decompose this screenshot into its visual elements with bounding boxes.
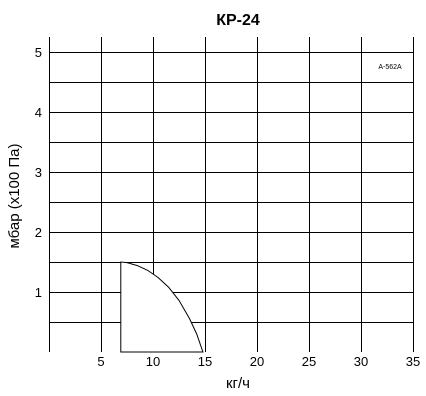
chart-title: КР-24: [216, 12, 260, 29]
grid: [49, 37, 414, 352]
x-tick-labels: 5 10 15 20 25 30 35: [97, 354, 420, 369]
x-axis-label: кг/ч: [226, 375, 250, 392]
chart-code-annotation: A-562A: [378, 64, 402, 71]
x-tick-label: 25: [302, 354, 316, 369]
x-tick-label: 20: [250, 354, 264, 369]
y-tick-label: 5: [35, 45, 42, 60]
y-tick-label: 1: [35, 285, 42, 300]
y-tick-label: 2: [35, 225, 42, 240]
x-tick-label: 15: [198, 354, 212, 369]
y-tick-label: 3: [35, 165, 42, 180]
y-axis-label: мбар (x100 Па): [6, 143, 23, 248]
y-tick-label: 4: [35, 105, 42, 120]
plot-area: [120, 261, 204, 353]
x-tick-label: 5: [97, 354, 104, 369]
x-tick-label: 30: [354, 354, 368, 369]
y-tick-labels: 1 2 3 4 5: [35, 45, 42, 300]
series-curve: [120, 261, 204, 353]
x-tick-label: 35: [406, 354, 420, 369]
x-tick-label: 10: [146, 354, 160, 369]
